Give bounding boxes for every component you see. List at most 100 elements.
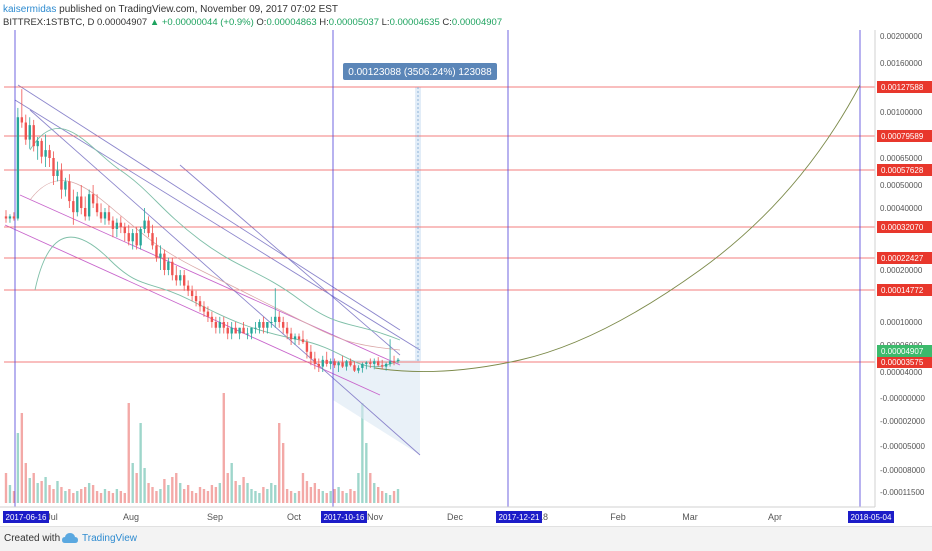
candle-body	[242, 327, 245, 334]
author-link[interactable]: kaisermidas	[3, 4, 57, 15]
volume-bar	[20, 413, 24, 503]
close-label: C:	[442, 17, 452, 28]
candle-body	[20, 117, 24, 123]
volume-bar	[242, 477, 245, 503]
volume-bar	[218, 483, 222, 503]
volume-bar	[230, 463, 233, 503]
volume-bar	[143, 468, 146, 503]
price-tick-label: -0.00011500	[880, 488, 925, 497]
time-tick-label: Apr	[768, 512, 782, 522]
level-tag	[877, 356, 932, 368]
volume-bar	[194, 493, 198, 503]
candle-body	[293, 336, 297, 340]
candle-body	[321, 359, 324, 367]
volume-bar	[202, 489, 206, 503]
candle-body	[246, 333, 249, 335]
time-tick-label: Feb	[610, 512, 626, 522]
created-with-label: Created with	[4, 533, 61, 544]
candle-body	[175, 275, 178, 281]
price-axis: 0.00200000 0.00160000 0.00100000 0.00065000…	[874, 30, 932, 507]
volume-bar	[44, 477, 47, 503]
measure-box	[343, 63, 497, 80]
candle-body	[72, 201, 75, 213]
measure-tool: 0.00123088 (3506.24%) 123088	[343, 63, 497, 361]
channel-line	[4, 224, 381, 396]
candle-body	[119, 222, 123, 227]
date-tag-label: 2017-12-21	[499, 513, 540, 522]
volume-bar	[115, 489, 119, 503]
volume-bar	[198, 487, 202, 503]
tradingview-link[interactable]: TradingView	[82, 533, 138, 544]
horizontal-levels	[4, 86, 875, 363]
footer-bar: Created with TradingView	[0, 526, 932, 551]
candle-body	[167, 261, 170, 270]
candle-body	[16, 117, 20, 219]
candle-body	[107, 212, 111, 221]
volume-bar	[266, 489, 269, 503]
time-tick-label: Mar	[682, 512, 698, 522]
date-tag	[496, 511, 542, 523]
volume-bar	[135, 473, 138, 503]
projection-area	[333, 360, 420, 455]
volume-bar	[254, 491, 257, 503]
candle-body	[234, 327, 237, 334]
candle-body	[131, 233, 134, 242]
candle-body	[87, 194, 91, 217]
volume-bar	[388, 495, 392, 503]
time-tick-label: Nov	[367, 512, 384, 522]
level-tag	[877, 130, 932, 142]
volume-bar	[111, 493, 115, 503]
candle-body	[202, 306, 206, 312]
candle-body	[40, 140, 43, 157]
measure-label: 0.00123088 (3506.24%) 123088	[348, 67, 492, 78]
candle-body	[123, 226, 126, 234]
volume-bar	[301, 473, 305, 503]
volume-bar	[12, 491, 16, 503]
price-tick-label: -0.00000000	[880, 394, 925, 403]
date-tag-label: 2018-05-04	[851, 513, 892, 522]
last-price-label: 0.00004907	[881, 347, 924, 356]
volume-bar	[123, 493, 126, 503]
candle-body	[258, 322, 261, 328]
volume-bar	[159, 489, 162, 503]
volume-bar	[64, 491, 67, 503]
candle-body	[369, 362, 372, 364]
candle-body	[218, 322, 222, 328]
candle-body	[266, 322, 269, 328]
price-tick-label: 0.00050000	[880, 181, 923, 190]
volume-bar	[95, 491, 99, 503]
bb-lower	[34, 236, 401, 368]
candle-body	[68, 181, 71, 202]
volume-bar	[373, 483, 376, 503]
candle-body	[361, 363, 364, 368]
volume-bar	[8, 485, 12, 503]
candle-body	[115, 222, 119, 229]
candle-body	[44, 150, 47, 157]
price-chart[interactable]: 0.00123088 (3506.24%) 123088 0.002000000…	[0, 30, 932, 526]
candle-body	[377, 361, 380, 366]
level-tag	[877, 81, 932, 93]
volume-bar	[365, 443, 368, 503]
volume-bar	[210, 485, 214, 503]
price-tick-label: 0.00020000	[880, 266, 923, 275]
volume-bar	[80, 489, 83, 503]
volume-bar	[341, 491, 344, 503]
volume-bar	[127, 403, 130, 503]
volume-bar	[309, 487, 313, 503]
volume-bar	[151, 487, 154, 503]
candle-body	[111, 220, 115, 229]
volume-bar	[234, 481, 237, 503]
volume-bar	[16, 433, 20, 503]
chart-header: kaisermidas published on TradingView.com…	[0, 0, 932, 30]
candle-body	[345, 361, 348, 367]
candle-body	[24, 122, 27, 140]
volume-bar	[182, 489, 186, 503]
time-tick-label: Aug	[123, 512, 139, 522]
publish-line: kaisermidas published on TradingView.com…	[3, 4, 338, 15]
candle-body	[84, 208, 87, 217]
candle-body	[48, 150, 51, 158]
volume-bar	[222, 393, 225, 503]
volume-bar	[238, 485, 241, 503]
level-tag-label: 0.00079589	[881, 132, 924, 141]
volume-bar	[107, 491, 111, 503]
